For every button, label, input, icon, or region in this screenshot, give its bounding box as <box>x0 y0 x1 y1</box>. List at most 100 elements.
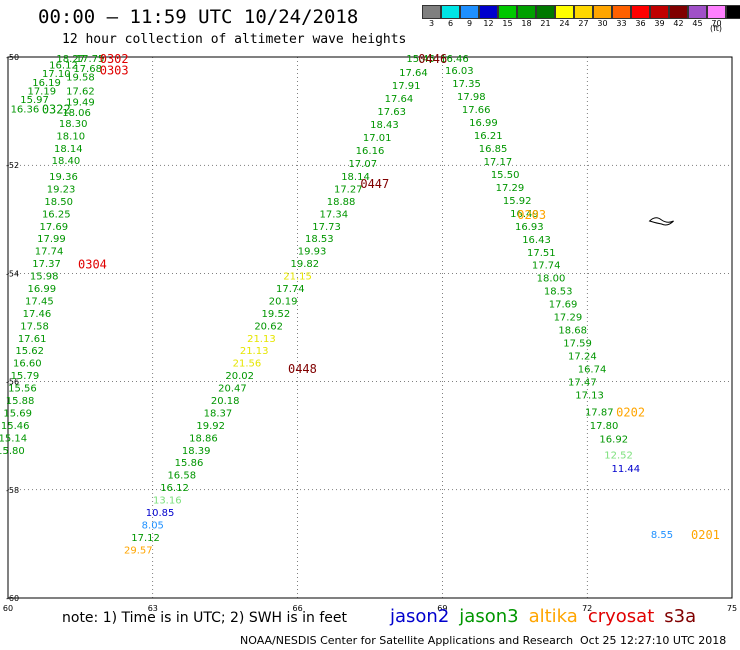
color-scale-cell: 36 <box>631 5 650 29</box>
swh-value-label: 17.66 <box>462 105 491 116</box>
color-swatch <box>536 5 555 19</box>
y-tick-label: -50 <box>6 53 19 62</box>
swh-value-label: 18.39 <box>182 446 211 457</box>
swh-value-label: 18.00 <box>537 274 566 285</box>
color-scale-label: 42 <box>673 19 684 28</box>
color-swatch <box>441 5 460 19</box>
swh-value-label: 19.58 <box>66 72 95 83</box>
swh-value-label: 21.13 <box>240 346 269 357</box>
swh-value-label: 17.24 <box>568 352 597 363</box>
swh-value-label: 12.52 <box>604 451 633 462</box>
swh-value-label: 16.58 <box>167 471 196 482</box>
swh-value-label: 17.29 <box>496 183 525 194</box>
swh-value-label: 20.02 <box>225 371 254 382</box>
x-tick-label: 69 <box>437 604 447 613</box>
swh-value-label: 13.16 <box>153 496 182 507</box>
swh-value-label: 17.63 <box>377 107 406 118</box>
color-scale-cell: 15 <box>498 5 517 29</box>
color-swatch <box>707 5 726 19</box>
swh-value-label: 17.69 <box>549 300 578 311</box>
swh-value-label: 21.13 <box>247 334 276 345</box>
color-scale-label: 12 <box>483 19 494 28</box>
x-tick-label: 60 <box>3 604 13 613</box>
color-swatch <box>593 5 612 19</box>
swh-value-label: 17.46 <box>23 309 52 320</box>
swh-value-label: 17.62 <box>66 87 95 98</box>
swh-value-label: 16.12 <box>49 61 78 72</box>
x-tick-label: 63 <box>148 604 158 613</box>
swh-value-label: 16.99 <box>27 284 56 295</box>
swh-value-label: 19.36 <box>49 172 78 183</box>
swh-value-label: 8.05 <box>142 520 164 531</box>
color-swatch <box>498 5 517 19</box>
swh-value-label: 18.30 <box>59 119 88 130</box>
color-scale-label: 36 <box>635 19 646 28</box>
color-scale-cell: 3 <box>422 5 441 29</box>
swh-value-label: 18.37 <box>204 408 233 419</box>
pass-time-label: 0322 <box>42 102 71 116</box>
satellite-legend-item: altika <box>528 606 578 627</box>
color-scale-cell: 27 <box>574 5 593 29</box>
color-scale-label: 30 <box>597 19 608 28</box>
swh-value-label: 16.21 <box>474 131 503 142</box>
credit-line: NOAA/NESDIS Center for Satellite Applica… <box>240 634 574 647</box>
color-scale-cell: 9 <box>460 5 479 29</box>
swh-value-label: 16.49 <box>510 209 539 220</box>
swh-value-label: 17.99 <box>37 234 66 245</box>
swh-value-label: 17.64 <box>399 68 428 79</box>
color-swatch <box>460 5 479 19</box>
swh-value-label: 15.80 <box>0 446 25 457</box>
swh-value-label: 18.88 <box>327 197 356 208</box>
color-swatch <box>688 5 707 19</box>
pass-time-label: 0302 <box>100 52 129 66</box>
swh-value-label: 15.86 <box>175 458 204 469</box>
color-scale-cell: 70 <box>707 5 726 29</box>
satellite-legend: jason2 jason3 altika cryosat s3a <box>390 606 696 627</box>
satellite-legend-item: jason3 <box>459 606 519 627</box>
swh-value-label: 29.57 <box>124 545 153 556</box>
swh-value-label: 17.98 <box>457 92 486 103</box>
pass-time-label: 0446 <box>418 52 447 66</box>
swh-value-label: 15.62 <box>15 346 44 357</box>
pass-time-label: 0303 <box>100 63 129 77</box>
color-swatch <box>612 5 631 19</box>
color-scale-cell: 21 <box>536 5 555 29</box>
swh-value-label: 17.19 <box>27 87 56 98</box>
color-swatch <box>574 5 593 19</box>
swh-value-label: 17.17 <box>484 157 513 168</box>
swh-value-label: 15.98 <box>30 272 59 283</box>
color-scale-label: 39 <box>654 19 665 28</box>
swh-value-label: 16.85 <box>479 144 508 155</box>
swh-value-label: 17.73 <box>312 222 341 233</box>
swh-value-label: 17.75 <box>76 54 105 65</box>
chart-subtitle: 12 hour collection of altimeter wave hei… <box>62 32 407 47</box>
satellite-legend-item: s3a <box>664 606 697 627</box>
generated-timestamp: Oct 25 12:27:10 UTC 2018 <box>580 634 727 647</box>
color-scale-label: 70 <box>711 19 722 28</box>
swh-value-label: 20.62 <box>254 321 283 332</box>
x-tick-label: 66 <box>293 604 303 613</box>
color-scale-units: (ft) <box>710 24 723 33</box>
swh-value-label: 20.47 <box>218 384 247 395</box>
x-tick-label: 72 <box>582 604 592 613</box>
swh-value-label: 16.46 <box>440 54 469 65</box>
swh-value-label: 18.06 <box>62 108 91 119</box>
swh-value-label: 17.58 <box>20 321 49 332</box>
swh-value-label: 15.79 <box>11 371 40 382</box>
swh-value-label: 15.92 <box>503 196 532 207</box>
swh-value-label: 17.64 <box>385 94 414 105</box>
swh-value-label: 17.68 <box>73 64 102 75</box>
color-swatch <box>479 5 498 19</box>
swh-value-label: 15.45 <box>406 54 435 65</box>
color-scale-label: 18 <box>521 19 532 28</box>
pass-time-label: 0447 <box>360 177 389 191</box>
swh-value-label: 17.80 <box>590 421 619 432</box>
island-outline <box>648 217 674 226</box>
color-scale-cell: 18 <box>517 5 536 29</box>
color-scale-label: 24 <box>559 19 570 28</box>
swh-value-label: 8.55 <box>651 530 673 541</box>
chart-note: note: 1) Time is in UTC; 2) SWH is in fe… <box>62 610 348 626</box>
swh-value-label: 16.19 <box>32 78 61 89</box>
swh-value-label: 18.14 <box>341 172 370 183</box>
